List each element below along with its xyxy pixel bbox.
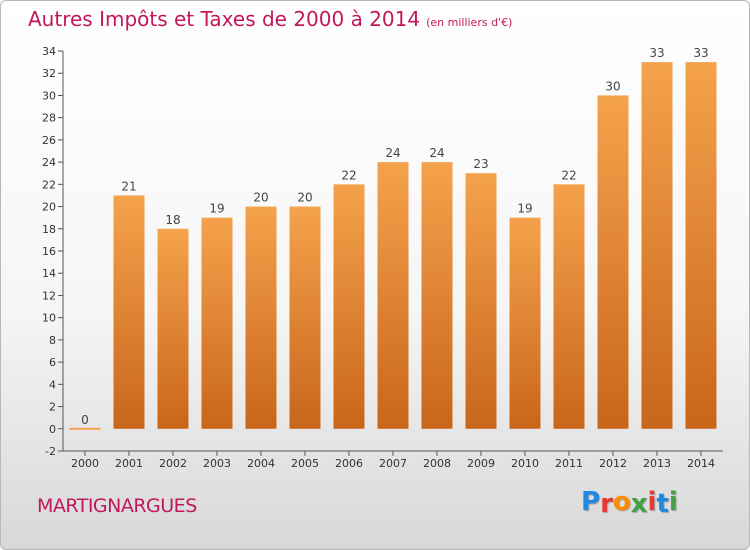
x-tick-label: 2008 [423, 457, 451, 470]
y-tick-label: 30 [42, 89, 56, 102]
bar [69, 427, 101, 430]
logo-letter: i [668, 487, 678, 517]
data-label: 24 [429, 146, 444, 160]
data-label: 33 [693, 46, 708, 60]
x-tick-label: 2009 [467, 457, 495, 470]
y-tick-label: 16 [42, 245, 56, 258]
data-label: 0 [81, 413, 89, 427]
y-tick-label: 6 [49, 356, 56, 369]
data-label: 20 [297, 191, 312, 205]
x-tick-label: 2011 [555, 457, 583, 470]
bar [685, 62, 717, 429]
x-tick-label: 2003 [203, 457, 231, 470]
y-tick-label: 26 [42, 134, 56, 147]
y-tick-label: 24 [42, 156, 56, 169]
x-tick-label: 2010 [511, 457, 539, 470]
data-label: 30 [605, 79, 620, 93]
bar [597, 95, 629, 429]
y-tick-label: 32 [42, 67, 56, 80]
y-tick-label: 18 [42, 223, 56, 236]
logo-letter: P [581, 487, 601, 517]
logo-letter: t [656, 489, 669, 519]
x-tick-label: 2000 [71, 457, 99, 470]
x-tick-label: 2005 [291, 457, 319, 470]
y-tick-label: 14 [42, 267, 56, 280]
bar [333, 184, 365, 429]
logo-letter: o [612, 487, 631, 517]
y-tick-label: 12 [42, 289, 56, 302]
chart-title: Autres Impôts et Taxes de 2000 à 2014 (en… [28, 7, 513, 31]
y-tick-label: 34 [42, 45, 56, 58]
bar [421, 162, 453, 429]
data-label: 18 [165, 213, 180, 227]
y-tick-label: 20 [42, 201, 56, 214]
bar [157, 228, 189, 429]
bar [289, 206, 321, 429]
x-tick-label: 2004 [247, 457, 275, 470]
x-tick-label: 2002 [159, 457, 187, 470]
chart-subtitle: (en milliers d'€) [426, 16, 513, 29]
data-label: 19 [209, 202, 224, 216]
bar [641, 62, 673, 429]
y-tick-label: 10 [42, 312, 56, 325]
x-tick-label: 2013 [643, 457, 671, 470]
bar [465, 173, 497, 429]
data-label: 19 [517, 202, 532, 216]
x-tick-label: 2006 [335, 457, 363, 470]
data-label: 20 [253, 191, 268, 205]
logo-letter: r [600, 489, 613, 519]
bar [553, 184, 585, 429]
data-label: 33 [649, 46, 664, 60]
x-tick-label: 2001 [115, 457, 143, 470]
y-tick-label: 28 [42, 112, 56, 125]
x-tick-label: 2012 [599, 457, 627, 470]
x-tick-label: 2007 [379, 457, 407, 470]
y-tick-label: -2 [45, 445, 56, 458]
bar [509, 217, 541, 429]
y-tick-label: 0 [49, 423, 56, 436]
data-label: 23 [473, 157, 488, 171]
y-tick-label: 8 [49, 334, 56, 347]
data-label: 24 [385, 146, 400, 160]
bar [201, 217, 233, 429]
bar [377, 162, 409, 429]
logo-letter: i [647, 487, 657, 517]
town-name: MARTIGNARGUES [37, 495, 197, 517]
x-tick-label: 2014 [687, 457, 715, 470]
bar [245, 206, 277, 429]
data-label: 21 [121, 179, 136, 193]
y-tick-label: 4 [49, 378, 56, 391]
y-tick-label: 2 [49, 401, 56, 414]
bar [113, 195, 145, 429]
logo-letter: x [630, 489, 648, 519]
data-label: 22 [341, 168, 356, 182]
proxiti-logo[interactable]: Proxiti [581, 487, 678, 519]
data-label: 22 [561, 168, 576, 182]
y-tick-label: 22 [42, 178, 56, 191]
